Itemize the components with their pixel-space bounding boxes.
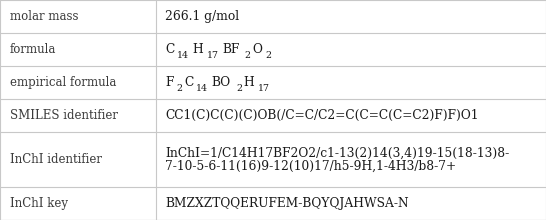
Text: CC1(C)C(C)(C)OB(/C=C/C2=C(C=C(C=C2)F)F)O1: CC1(C)C(C)(C)OB(/C=C/C2=C(C=C(C=C2)F)F)O… (165, 109, 479, 122)
Text: BO: BO (211, 76, 230, 89)
Text: molar mass: molar mass (10, 10, 78, 23)
Text: 266.1 g/mol: 266.1 g/mol (165, 10, 240, 23)
Text: H: H (244, 76, 254, 89)
Text: 2: 2 (236, 84, 242, 93)
Text: 2: 2 (265, 51, 271, 60)
Text: 2: 2 (245, 51, 251, 60)
Text: F: F (165, 76, 174, 89)
Text: BMZXZTQQERUFEM-BQYQJAHWSA-N: BMZXZTQQERUFEM-BQYQJAHWSA-N (165, 197, 409, 210)
Text: 2: 2 (176, 84, 182, 93)
Text: C: C (184, 76, 193, 89)
Text: 7-10-5-6-11(16)9-12(10)17/h5-9H,1-4H3/b8-7+: 7-10-5-6-11(16)9-12(10)17/h5-9H,1-4H3/b8… (165, 159, 456, 172)
Text: InChI key: InChI key (10, 197, 68, 210)
Text: 14: 14 (177, 51, 189, 60)
Text: 17: 17 (207, 51, 219, 60)
Text: BF: BF (222, 43, 240, 56)
Text: InChI=1/C14H17BF2O2/c1-13(2)14(3,4)19-15(18-13)8-: InChI=1/C14H17BF2O2/c1-13(2)14(3,4)19-15… (165, 147, 509, 160)
Text: SMILES identifier: SMILES identifier (10, 109, 118, 122)
Text: InChI identifier: InChI identifier (10, 153, 102, 166)
Text: O: O (252, 43, 262, 56)
Text: 14: 14 (196, 84, 208, 93)
Text: formula: formula (10, 43, 56, 56)
Text: empirical formula: empirical formula (10, 76, 116, 89)
Text: H: H (193, 43, 204, 56)
Text: 17: 17 (258, 84, 270, 93)
Text: C: C (165, 43, 175, 56)
